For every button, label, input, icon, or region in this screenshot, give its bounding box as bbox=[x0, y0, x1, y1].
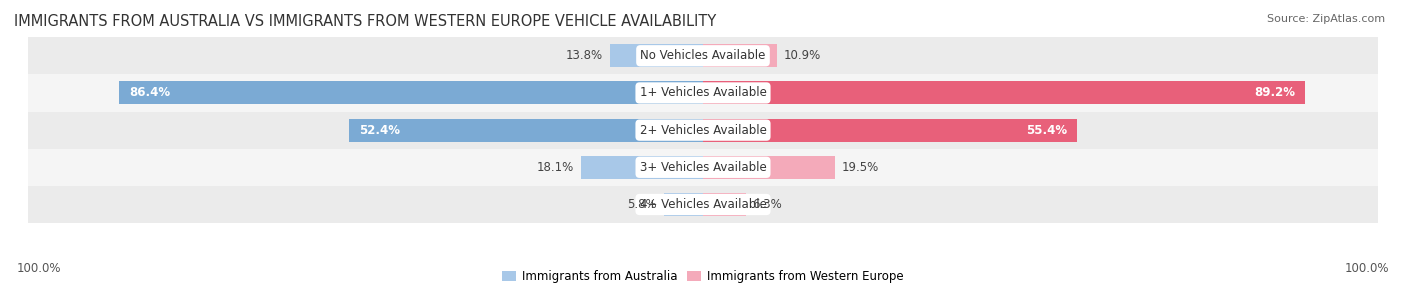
Bar bbox=[28, 186, 1378, 223]
Bar bbox=[28, 112, 1378, 149]
Text: 100.0%: 100.0% bbox=[1344, 262, 1389, 275]
Bar bbox=[28, 74, 1378, 112]
Text: 19.5%: 19.5% bbox=[841, 161, 879, 174]
Bar bbox=[610, 44, 703, 67]
Text: IMMIGRANTS FROM AUSTRALIA VS IMMIGRANTS FROM WESTERN EUROPE VEHICLE AVAILABILITY: IMMIGRANTS FROM AUSTRALIA VS IMMIGRANTS … bbox=[14, 14, 716, 29]
Bar bbox=[28, 37, 1378, 74]
Text: 6.3%: 6.3% bbox=[752, 198, 782, 211]
Text: Source: ZipAtlas.com: Source: ZipAtlas.com bbox=[1267, 14, 1385, 24]
Bar bbox=[581, 156, 703, 179]
Bar bbox=[703, 82, 1306, 104]
Text: No Vehicles Available: No Vehicles Available bbox=[640, 49, 766, 62]
Text: 100.0%: 100.0% bbox=[17, 262, 62, 275]
Bar bbox=[703, 44, 776, 67]
Text: 13.8%: 13.8% bbox=[565, 49, 603, 62]
Text: 2+ Vehicles Available: 2+ Vehicles Available bbox=[640, 124, 766, 137]
Bar bbox=[120, 82, 703, 104]
Text: 18.1%: 18.1% bbox=[537, 161, 574, 174]
Text: 3+ Vehicles Available: 3+ Vehicles Available bbox=[640, 161, 766, 174]
Bar bbox=[28, 149, 1378, 186]
Bar bbox=[703, 156, 835, 179]
Bar bbox=[703, 193, 745, 216]
Text: 1+ Vehicles Available: 1+ Vehicles Available bbox=[640, 86, 766, 100]
Text: 86.4%: 86.4% bbox=[129, 86, 170, 100]
Bar bbox=[349, 119, 703, 142]
Text: 4+ Vehicles Available: 4+ Vehicles Available bbox=[640, 198, 766, 211]
Legend: Immigrants from Australia, Immigrants from Western Europe: Immigrants from Australia, Immigrants fr… bbox=[498, 265, 908, 286]
Text: 10.9%: 10.9% bbox=[783, 49, 821, 62]
Text: 55.4%: 55.4% bbox=[1026, 124, 1067, 137]
Text: 89.2%: 89.2% bbox=[1254, 86, 1295, 100]
Text: 5.8%: 5.8% bbox=[627, 198, 657, 211]
Bar bbox=[664, 193, 703, 216]
Text: 52.4%: 52.4% bbox=[359, 124, 401, 137]
Bar bbox=[703, 119, 1077, 142]
